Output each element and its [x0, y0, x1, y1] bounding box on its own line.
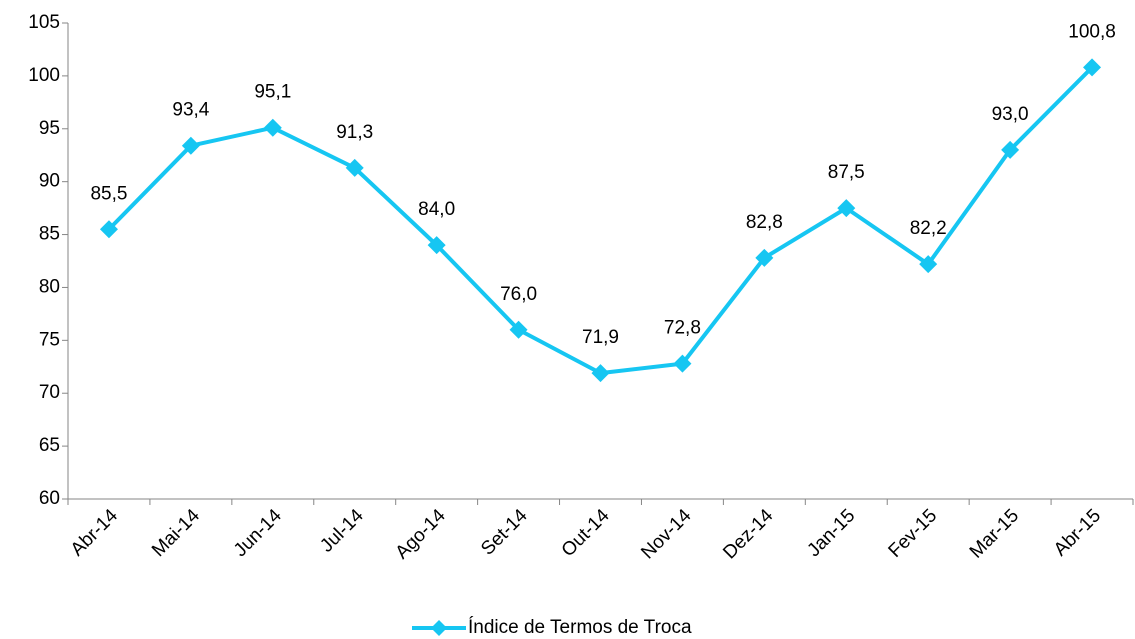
value-label: 82,2 [910, 218, 947, 239]
value-label: 84,0 [418, 199, 455, 220]
x-tick-label: Set-14 [477, 505, 532, 560]
marker [427, 236, 446, 255]
y-tick-label: 90 [39, 171, 60, 192]
marker [99, 220, 118, 239]
x-tick-label: Jul-14 [316, 505, 368, 557]
value-label: 82,8 [746, 212, 783, 233]
x-tick-label: Jan-15 [803, 505, 859, 561]
value-label: 91,3 [336, 122, 373, 143]
legend-label: Índice de Termos de Troca [468, 617, 692, 638]
value-label: 76,0 [500, 284, 537, 305]
x-tick-label: Nov-14 [637, 505, 695, 563]
y-tick-label: 80 [39, 276, 60, 297]
y-tick-label: 60 [39, 488, 60, 509]
marker [181, 136, 200, 155]
x-tick-label: Out-14 [558, 505, 614, 561]
y-tick-label: 105 [28, 12, 60, 33]
marker [919, 255, 938, 274]
value-label: 71,9 [582, 327, 619, 348]
x-tick-label: Mar-15 [966, 505, 1023, 562]
marker [1083, 58, 1102, 77]
y-tick-label: 65 [39, 435, 60, 456]
value-label: 93,4 [172, 100, 209, 121]
y-tick-label: 75 [39, 329, 60, 350]
value-label: 72,8 [664, 318, 701, 339]
x-tick-label: Ago-14 [392, 505, 450, 563]
x-tick-label: Mai-14 [148, 505, 204, 561]
marker [345, 158, 364, 177]
marker [591, 364, 610, 383]
x-tick-label: Abr-15 [1050, 505, 1105, 560]
marker [1001, 140, 1020, 159]
marker [673, 354, 692, 373]
value-label: 93,0 [992, 104, 1029, 125]
x-tick-label: Abr-14 [67, 505, 122, 560]
value-label: 87,5 [828, 162, 865, 183]
legend-marker [431, 620, 447, 636]
marker [837, 199, 856, 218]
marker [263, 118, 282, 137]
marker [755, 248, 774, 267]
value-label: 100,8 [1068, 21, 1116, 42]
y-tick-label: 85 [39, 224, 60, 245]
y-tick-label: 95 [39, 118, 60, 139]
marker [509, 320, 528, 339]
x-tick-label: Jun-14 [230, 505, 286, 561]
y-tick-label: 100 [28, 65, 60, 86]
value-label: 85,5 [90, 183, 127, 204]
x-tick-label: Fev-15 [885, 505, 942, 562]
x-tick-label: Dez-14 [719, 505, 777, 563]
value-label: 95,1 [254, 82, 291, 103]
y-tick-label: 70 [39, 382, 60, 403]
